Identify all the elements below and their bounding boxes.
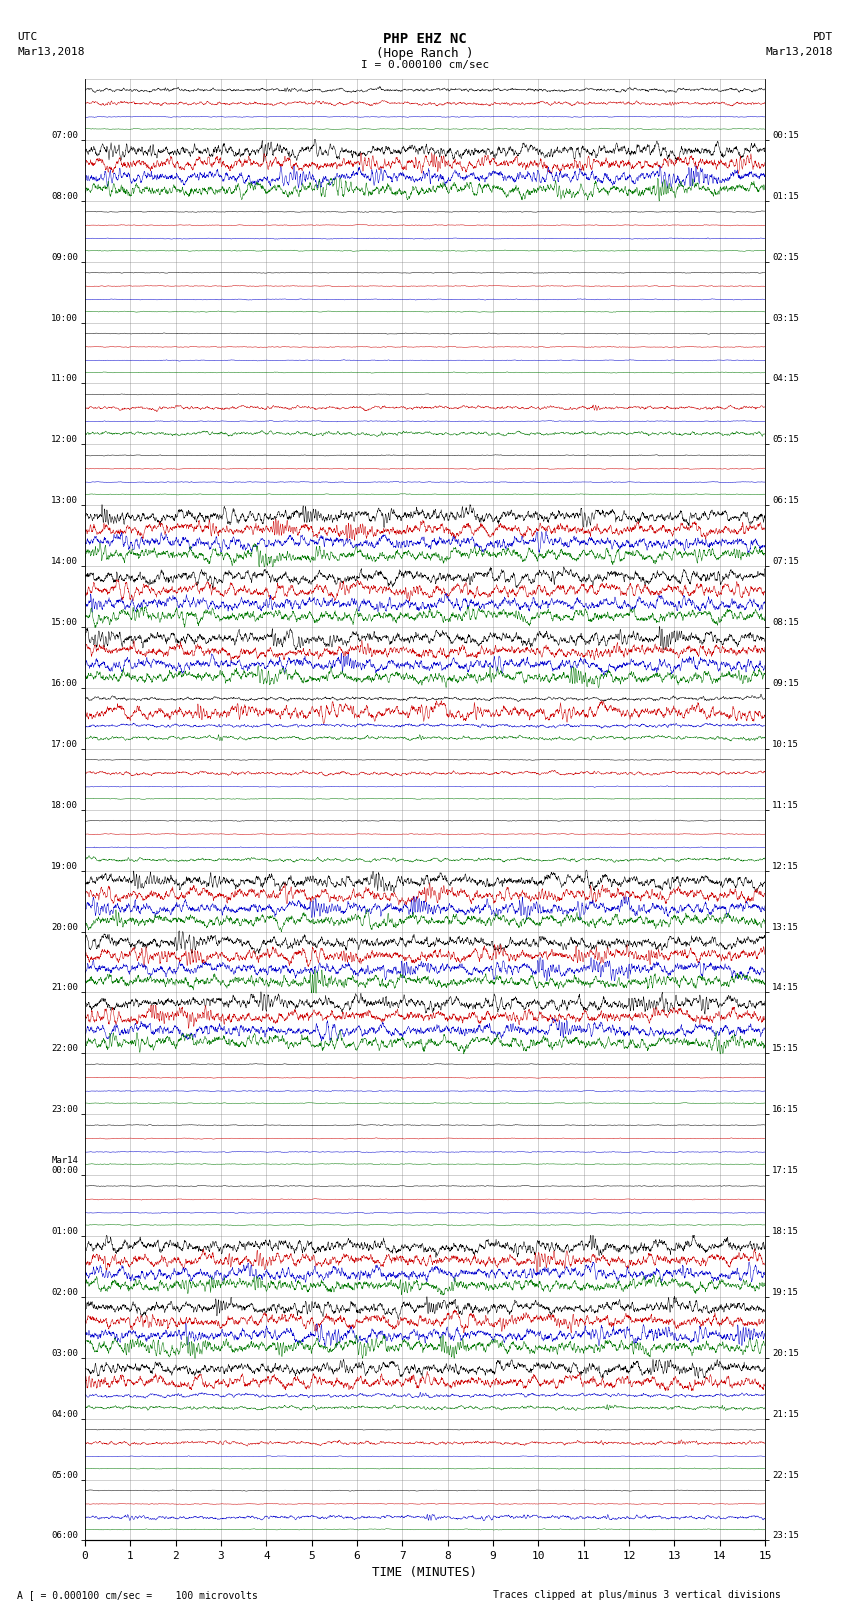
Text: PHP EHZ NC: PHP EHZ NC (383, 32, 467, 47)
Text: Traces clipped at plus/minus 3 vertical divisions: Traces clipped at plus/minus 3 vertical … (493, 1590, 781, 1600)
Text: I = 0.000100 cm/sec: I = 0.000100 cm/sec (361, 60, 489, 69)
Text: UTC: UTC (17, 32, 37, 42)
Text: Mar13,2018: Mar13,2018 (766, 47, 833, 56)
Text: PDT: PDT (813, 32, 833, 42)
Text: A [ = 0.000100 cm/sec =    100 microvolts: A [ = 0.000100 cm/sec = 100 microvolts (17, 1590, 258, 1600)
X-axis label: TIME (MINUTES): TIME (MINUTES) (372, 1566, 478, 1579)
Text: (Hope Ranch ): (Hope Ranch ) (377, 47, 473, 60)
Text: Mar13,2018: Mar13,2018 (17, 47, 84, 56)
